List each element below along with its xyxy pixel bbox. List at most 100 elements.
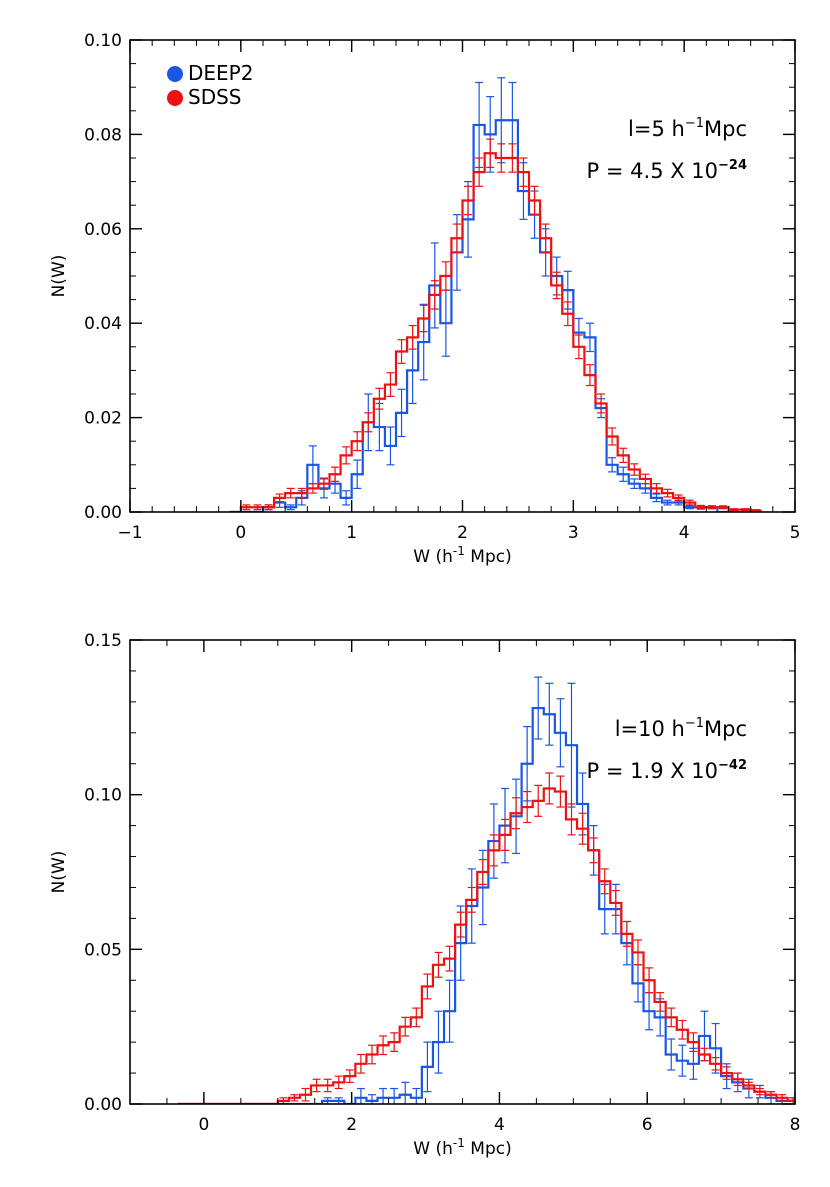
- series-sdss-errorbar: [545, 772, 554, 805]
- y-tick-label: 0.06: [84, 220, 122, 240]
- series-sdss-errorbar: [423, 973, 432, 1000]
- series-sdss-errorbar: [464, 185, 473, 216]
- annotation-l-tail: Mpc: [704, 117, 747, 141]
- series-deep2-errorbar: [652, 493, 661, 503]
- annotation-probability: P = 1.9 X 10−42: [587, 758, 747, 783]
- major-ticks: [130, 639, 796, 1105]
- series-sdss-errorbar: [452, 223, 461, 253]
- chart-top-panel: −1 0 1 2 3 4 5 0.00 0.02 0.04 0.06 0.08 0.10 W (h-1 M…: [49, 31, 801, 567]
- series-sdss-errorbar: [275, 493, 284, 503]
- series-sdss-errorbar: [308, 483, 317, 494]
- series-sdss-errorbar: [722, 1066, 731, 1080]
- series-deep2-errorbar: [353, 459, 362, 489]
- series-sdss-errorbar: [367, 1044, 376, 1065]
- series-sdss-errorbar: [589, 837, 598, 864]
- series-sdss-errorbar: [264, 504, 273, 511]
- series-sdss-errorbar: [789, 1097, 795, 1104]
- x-tick-label: 4: [679, 523, 690, 543]
- series-sdss-errorbar: [563, 301, 572, 327]
- annotation-l-exp: −1: [685, 116, 704, 131]
- series-sdss-errorbar: [696, 504, 705, 510]
- annotation-l-main: l=10 h: [615, 717, 685, 741]
- series-sdss-errorbar: [489, 834, 498, 867]
- series-sdss-errorbar: [611, 889, 620, 916]
- series-sdss-errorbar: [497, 143, 506, 173]
- annotation-smoothing-length: l=5 h−1Mpc: [628, 116, 747, 141]
- series-sdss-errorbar: [412, 1007, 421, 1028]
- series-sdss-errorbar: [778, 1094, 787, 1102]
- series-sdss-errorbar: [353, 431, 362, 452]
- series-sdss-errorbar: [556, 775, 565, 808]
- x-axis-label-exp: -1: [453, 544, 465, 558]
- series-sdss-errorbar: [441, 261, 450, 291]
- y-axis-label: N(W): [49, 255, 69, 298]
- series-sdss-errorbar: [397, 339, 406, 364]
- series-sdss-errorbar: [678, 1019, 687, 1040]
- series-sdss-errorbar: [800, 1098, 808, 1104]
- y-tick-label: 0.05: [84, 940, 122, 960]
- series-sdss-errorbar: [312, 1078, 321, 1093]
- x-tick-label: 4: [494, 1115, 505, 1135]
- series-sdss-errorbar: [700, 1047, 709, 1062]
- series-sdss-errorbar: [663, 488, 672, 498]
- series-sdss-errorbar: [733, 1072, 742, 1087]
- x-tick-label: −1: [117, 523, 142, 543]
- series-sdss-errorbar: [811, 1098, 819, 1104]
- series-sdss-errorbar: [552, 271, 561, 300]
- series-sdss-errorbar: [290, 1094, 299, 1102]
- series-sdss-step-line: [229, 152, 762, 512]
- legend-label-deep2: DEEP2: [188, 61, 253, 85]
- series-sdss-errorbar: [334, 1075, 343, 1090]
- y-tick-label: 0.08: [84, 125, 122, 145]
- series-deep2-errorbar: [342, 490, 351, 506]
- series-sdss-errorbar: [619, 447, 628, 464]
- y-tick-label: 0.15: [84, 631, 122, 651]
- series-sdss-errorbar: [467, 886, 476, 913]
- series-sdss-errorbar: [541, 223, 550, 253]
- series-sdss-errorbar: [434, 951, 443, 978]
- x-tick-label: 5: [790, 523, 801, 543]
- y-tick-label: 0.04: [84, 314, 122, 334]
- series-sdss-errorbar: [331, 466, 340, 482]
- series-sdss-errorbar: [279, 1097, 288, 1104]
- x-axis-label: W (h-1 Mpc): [413, 544, 511, 567]
- series-sdss-errorbar: [297, 487, 306, 499]
- series-sdss-errorbar: [286, 487, 295, 499]
- series-deep2-errorbar: [445, 979, 454, 1043]
- annotation-p-main: P = 4.5 X 10: [587, 159, 718, 183]
- series-sdss-errorbar: [530, 185, 539, 216]
- series-sdss-errorbar: [323, 1078, 332, 1093]
- series-deep2-errorbar: [556, 698, 565, 768]
- x-axis-label-tail: Mpc): [465, 547, 512, 567]
- series-sdss-errorbar: [711, 1057, 720, 1071]
- series-sdss-errorbar: [508, 143, 517, 173]
- legend-label-sdss: SDSS: [188, 85, 242, 109]
- series-deep2-errorbar: [667, 1038, 676, 1071]
- series-deep2-errorbar: [545, 682, 554, 746]
- series-sdss-errorbar: [375, 387, 384, 410]
- series-sdss-errorbar: [512, 797, 521, 830]
- series-sdss-errorbar: [741, 508, 750, 512]
- series-deep2-errorbar: [585, 322, 594, 353]
- x-axis-label-main: W (h: [413, 547, 453, 567]
- x-tick-label: 0: [235, 523, 246, 543]
- x-tick-label: 2: [457, 523, 468, 543]
- series-deep2-errorbar: [401, 1081, 410, 1104]
- annotation-l-exp: −1: [685, 716, 704, 731]
- x-tick-label: 8: [790, 1115, 801, 1135]
- series-sdss-errorbar: [430, 280, 439, 310]
- series-sdss-errorbar: [408, 324, 417, 350]
- minor-ticks: [129, 39, 796, 513]
- plot-area-bottom: [178, 676, 819, 1104]
- series-sdss-errorbar: [600, 868, 609, 895]
- series-sdss-errorbar: [652, 483, 661, 494]
- series-sdss-errorbar: [379, 1035, 388, 1056]
- series-sdss-errorbar: [523, 790, 532, 824]
- x-axis-label-exp: -1: [453, 1136, 465, 1150]
- plot-frame: [129, 639, 796, 1105]
- series-sdss-errorbar: [342, 446, 351, 465]
- x-tick-label: 0: [198, 1115, 209, 1135]
- series-sdss-errorbar: [718, 505, 727, 510]
- series-sdss-errorbar: [578, 812, 587, 845]
